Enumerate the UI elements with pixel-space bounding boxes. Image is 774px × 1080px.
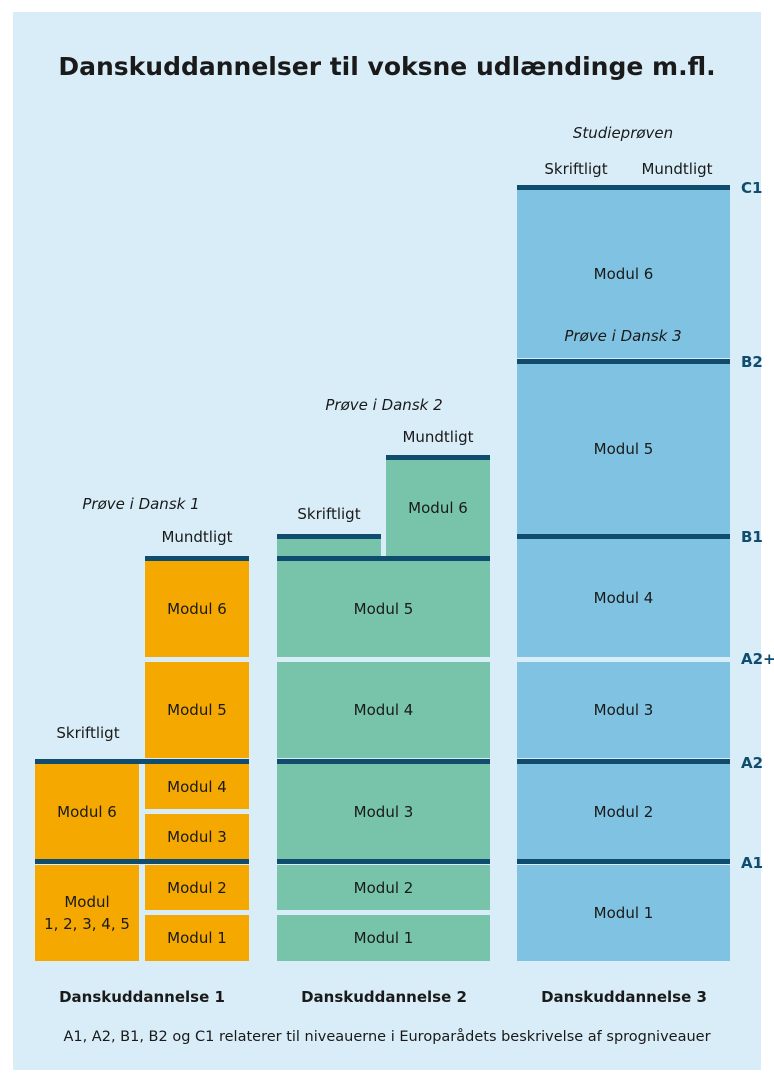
du3-oral-label: Mundtligt	[641, 160, 713, 178]
du1-level-bar-a1	[35, 859, 249, 864]
du1-written-modul-1-5: Modul 1, 2, 3, 4, 5	[35, 865, 139, 961]
footnote: A1, A2, B1, B2 og C1 relaterer til nivea…	[63, 1029, 711, 1045]
diagram-title: Danskuddannelser til voksne udlændinge m…	[58, 52, 716, 81]
du2-oral-exam-bar	[386, 455, 490, 460]
du3-exam-mid-label: Prøve i Dansk 3	[564, 327, 682, 345]
du1-oral-modul-6: Modul 6	[145, 561, 249, 657]
du2-oral-label: Mundtligt	[402, 428, 474, 446]
du1-oral-modul-1: Modul 1	[145, 915, 249, 961]
du2-name: Danskuddannelse 2	[301, 988, 467, 1006]
du2-modul-1: Modul 1	[277, 915, 490, 961]
du1-oral-modul-3: Modul 3	[145, 814, 249, 860]
du1-oral-exam-bar	[145, 556, 249, 561]
du1-exam-label: Prøve i Dansk 1	[82, 495, 200, 513]
du3-modul-6: Modul 6	[517, 190, 730, 358]
du1-name: Danskuddannelse 1	[59, 988, 225, 1006]
du3-level-bar-a2	[517, 759, 730, 764]
level-label-a1: A1	[741, 854, 764, 872]
du2-level-bar-a1	[277, 859, 490, 864]
du1-written-label: Skriftligt	[56, 724, 120, 742]
du1-oral-modul-4: Modul 4	[145, 764, 249, 809]
du2-level-bar-b1	[277, 556, 490, 561]
du3-modul-4: Modul 4	[517, 539, 730, 657]
du3-exam-top-label: Studieprøven	[572, 124, 674, 142]
du1-oral-modul-2: Modul 2	[145, 865, 249, 910]
du3-modul-5: Modul 5	[517, 364, 730, 534]
du3-modul-3: Modul 3	[517, 662, 730, 758]
du3-level-bar-c1	[517, 185, 730, 190]
du2-modul-4: Modul 4	[277, 662, 490, 758]
du3-name: Danskuddannelse 3	[541, 988, 707, 1006]
du3-level-bar-b1	[517, 534, 730, 539]
du2-level-bar-a2	[277, 759, 490, 764]
level-label-a2: A2	[741, 754, 764, 772]
du3-modul-2: Modul 2	[517, 764, 730, 860]
du2-written-block	[277, 539, 381, 556]
du1-oral-label: Mundtligt	[161, 528, 233, 546]
du3-level-bar-b2	[517, 359, 730, 364]
level-label-b2: B2	[741, 353, 763, 371]
du2-written-label: Skriftligt	[297, 505, 361, 523]
du2-modul-6: Modul 6	[386, 460, 490, 556]
du1-level-bar-a2	[35, 759, 249, 764]
du3-modul-1: Modul 1	[517, 865, 730, 961]
du1-oral-modul-5: Modul 5	[145, 662, 249, 758]
level-label-c1: C1	[741, 179, 763, 197]
du3-level-bar-a1	[517, 859, 730, 864]
du1-written-modul-6: Modul 6	[35, 764, 139, 860]
du2-modul-2: Modul 2	[277, 865, 490, 910]
du3-written-label: Skriftligt	[544, 160, 608, 178]
du2-written-exam-bar	[277, 534, 381, 539]
level-label-b1: B1	[741, 528, 763, 546]
du2-exam-label: Prøve i Dansk 2	[325, 396, 443, 414]
du2-modul-3: Modul 3	[277, 764, 490, 860]
du2-modul-5: Modul 5	[277, 561, 490, 657]
level-label-a2plus: A2+	[741, 650, 774, 668]
